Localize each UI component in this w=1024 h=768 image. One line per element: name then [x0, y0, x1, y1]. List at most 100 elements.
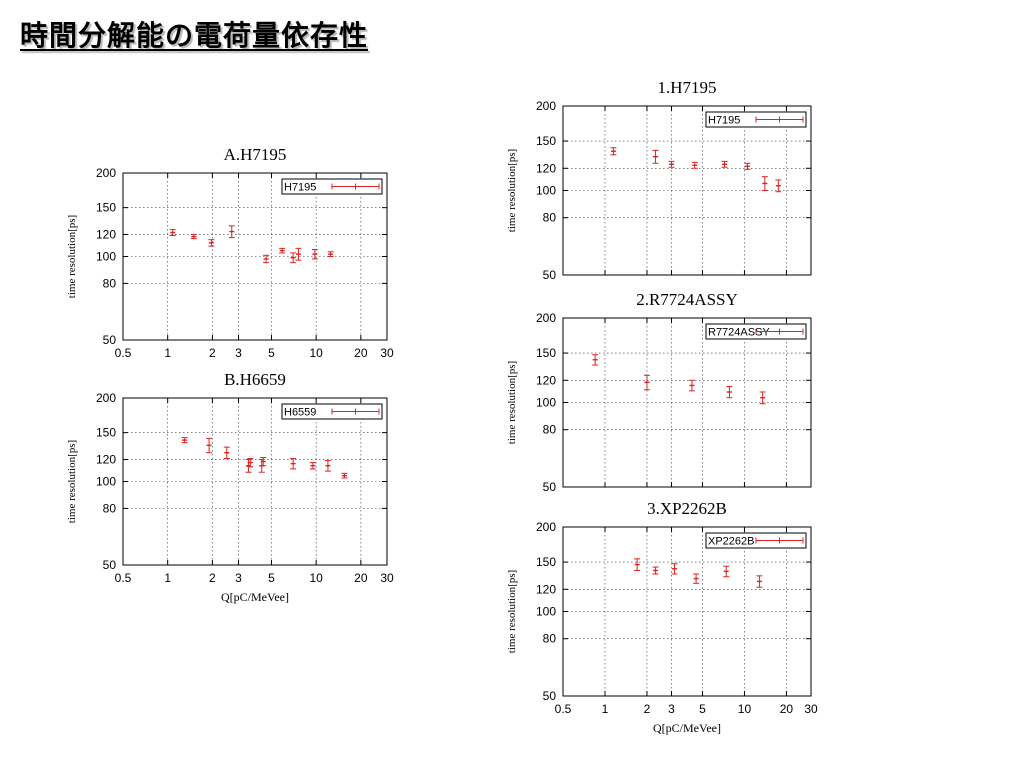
data-point — [290, 458, 297, 470]
legend-2: R7724ASSY — [705, 323, 807, 340]
y-tick-label: 150 — [96, 426, 116, 440]
data-point — [668, 160, 675, 168]
y-tick-label: 200 — [536, 520, 556, 534]
legend-1: H7195 — [705, 111, 807, 128]
x-axis-label: Q[pC/MeVee] — [221, 590, 289, 604]
x-tick-label: 1 — [602, 702, 609, 716]
chart-svg: 2.R7724ASSY 50 80 100 120 150 200 time resoluti… — [506, 290, 812, 494]
data-point — [744, 162, 751, 170]
y-tick-label: 50 — [543, 268, 557, 282]
x-axis-label: Q[pC/MeVee] — [653, 721, 721, 735]
x-tick-label: 0.5 — [555, 702, 572, 716]
x-tick-label: 1 — [164, 346, 171, 360]
x-tick-label: 0.5 — [115, 571, 132, 585]
data-point — [723, 565, 730, 578]
data-point — [341, 472, 348, 479]
x-tick-label: 10 — [309, 571, 323, 585]
data-point — [279, 247, 286, 254]
data-point — [295, 247, 302, 261]
legend-3: XP2262B — [705, 532, 807, 549]
data-point — [228, 225, 235, 239]
chart-panel-a: A.H7195 50 80 100 120 150 200 0.5 1 2 3 5 10 20 30 time… — [55, 140, 400, 365]
x-tick-label: 20 — [354, 571, 368, 585]
y-tick-label: 120 — [96, 228, 116, 242]
chart-title: A.H7195 — [224, 145, 287, 164]
y-tick-label: 200 — [536, 99, 556, 113]
data-point — [610, 147, 617, 156]
legend-label: H6559 — [284, 407, 316, 419]
chart-title: 2.R7724ASSY — [636, 290, 738, 309]
data-point — [634, 558, 641, 571]
data-point — [693, 573, 700, 584]
chart-title: 1.H7195 — [657, 78, 716, 97]
y-tick-label: 80 — [543, 423, 557, 437]
x-tick-label: 30 — [380, 346, 394, 360]
legend-label: H7195 — [284, 182, 316, 194]
y-tick-label: 50 — [543, 480, 557, 494]
x-tick-label: 5 — [268, 346, 275, 360]
legend-label: XP2262B — [708, 536, 754, 548]
data-point — [775, 179, 782, 193]
y-axis-label: time resolution[ps] — [66, 440, 78, 523]
x-tick-label: 3 — [235, 571, 242, 585]
y-tick-label: 120 — [96, 453, 116, 467]
x-tick-label: 2 — [209, 571, 216, 585]
slide-title: 時間分解能の電荷量依存性 — [20, 19, 369, 52]
y-tick-label: 150 — [536, 555, 556, 569]
x-tick-label: 30 — [804, 702, 818, 716]
x-tick-label: 3 — [668, 702, 675, 716]
y-tick-label: 100 — [536, 605, 556, 619]
y-axis-label: time resolution[ps] — [506, 570, 518, 653]
data-point — [169, 229, 176, 237]
data-point — [263, 254, 270, 264]
y-tick-label: 80 — [543, 211, 557, 225]
data-point — [309, 462, 316, 470]
data-point — [652, 566, 659, 575]
y-tick-label: 120 — [536, 582, 556, 596]
data-point — [671, 563, 678, 575]
x-tick-label: 2 — [644, 702, 651, 716]
y-tick-label: 50 — [543, 689, 557, 703]
y-axis-label: time resolution[ps] — [66, 215, 78, 298]
x-tick-label: 20 — [780, 702, 794, 716]
y-tick-label: 200 — [536, 311, 556, 325]
y-tick-label: 200 — [96, 166, 116, 180]
chart-panel-1: 1.H7195 50 80 100 120 150 200 time resolution[p… — [478, 72, 823, 282]
y-tick-label: 100 — [536, 184, 556, 198]
y-tick-label: 80 — [543, 632, 557, 646]
chart-panel-b: B.H6659 50 80 100 120 150 200 0.5 1 2 3 5 10 20 30 time… — [55, 365, 400, 610]
data-point — [247, 458, 254, 468]
x-tick-label: 5 — [699, 702, 706, 716]
data-point — [190, 234, 197, 240]
x-tick-label: 10 — [738, 702, 752, 716]
y-tick-label: 100 — [536, 396, 556, 410]
data-point — [643, 374, 650, 391]
legend-b: H6559 — [281, 403, 383, 420]
legend-label: R7724ASSY — [708, 327, 770, 339]
data-point — [726, 386, 733, 399]
x-tick-label: 2 — [209, 346, 216, 360]
x-tick-label: 0.5 — [115, 346, 132, 360]
x-tick-label: 1 — [164, 571, 171, 585]
y-tick-label: 200 — [96, 391, 116, 405]
data-point — [324, 460, 331, 472]
data-point — [208, 239, 215, 247]
data-point — [688, 379, 695, 392]
legend-a: H7195 — [281, 178, 383, 195]
chart-svg: B.H6659 50 80 100 120 150 200 0.5 1 2 3 5 10 20 30 time… — [66, 370, 394, 604]
x-tick-label: 3 — [235, 346, 242, 360]
data-point — [759, 391, 766, 405]
y-tick-label: 100 — [96, 250, 116, 264]
y-axis-label: time resolution[ps] — [506, 149, 518, 232]
data-point — [223, 446, 230, 460]
x-tick-label: 30 — [380, 571, 394, 585]
y-axis-label: time resolution[ps] — [506, 361, 518, 444]
y-tick-label: 120 — [536, 161, 556, 175]
y-tick-label: 150 — [536, 134, 556, 148]
y-tick-label: 120 — [536, 373, 556, 387]
y-tick-label: 80 — [103, 501, 117, 515]
data-point — [206, 437, 213, 454]
y-tick-label: 50 — [103, 333, 117, 347]
chart-svg: A.H7195 50 80 100 120 150 200 0.5 1 2 3 5 10 20 30 time… — [66, 145, 394, 360]
x-tick-label: 5 — [268, 571, 275, 585]
